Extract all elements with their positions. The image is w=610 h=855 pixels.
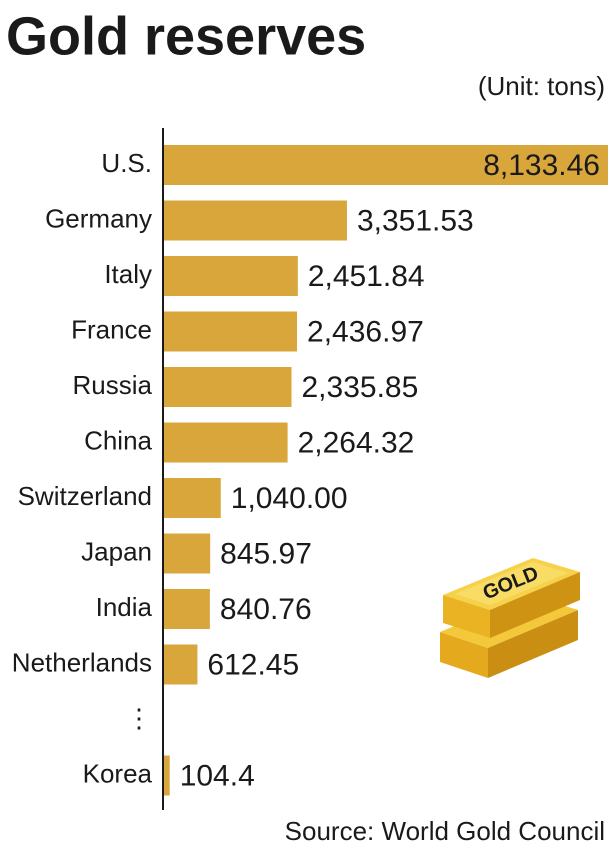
gold-illustration: GOLD: [440, 558, 580, 678]
value-label: 1,040.00: [231, 482, 348, 515]
category-label: U.S.: [101, 148, 152, 178]
bar: [164, 422, 288, 463]
value-label: 2,436.97: [307, 315, 424, 348]
value-label: 845.97: [220, 537, 312, 570]
chart-title: Gold reserves: [6, 6, 366, 66]
category-label: Korea: [83, 758, 153, 788]
value-label: 2,264.32: [298, 426, 415, 459]
bar: [164, 145, 608, 185]
value-label: 3,351.53: [357, 204, 474, 237]
category-label: China: [84, 425, 152, 455]
value-label: 8,133.46: [483, 149, 600, 182]
value-label: 840.76: [220, 593, 312, 626]
bar: [164, 755, 170, 796]
category-label: Italy: [104, 259, 152, 289]
chart-subtitle: (Unit: tons): [478, 71, 605, 101]
bar: [164, 533, 211, 574]
category-label: France: [71, 314, 152, 344]
value-label: 612.45: [207, 648, 299, 681]
bar: [164, 644, 198, 685]
source-note: Source: World Gold Council: [285, 816, 605, 846]
category-label: ⋮: [126, 703, 152, 733]
category-label: India: [96, 592, 153, 622]
value-label: 104.4: [180, 759, 255, 792]
category-label: Japan: [81, 536, 152, 566]
category-label: Switzerland: [18, 481, 152, 511]
bar: [164, 589, 210, 629]
bar: [164, 311, 298, 352]
category-label: Germany: [45, 203, 152, 233]
bar: [164, 478, 221, 518]
bar: [164, 256, 298, 296]
category-label: Netherlands: [12, 647, 152, 677]
value-label: 2,335.85: [302, 371, 419, 404]
category-label: Russia: [73, 370, 153, 400]
bar: [164, 200, 347, 241]
value-label: 2,451.84: [308, 260, 425, 293]
bar: [164, 367, 292, 407]
